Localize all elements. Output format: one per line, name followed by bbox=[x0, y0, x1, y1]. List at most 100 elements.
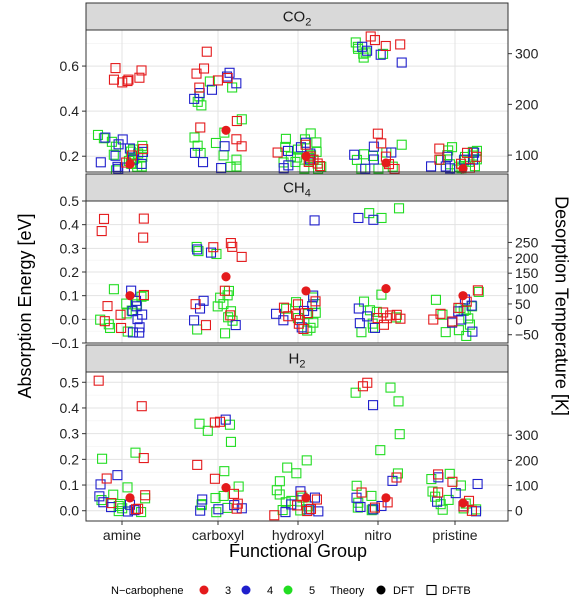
y-tick-label: 0.5 bbox=[60, 193, 80, 209]
strip-background bbox=[85, 2, 509, 31]
y-axis-right-title: Desorption Temperature [K] bbox=[551, 196, 571, 416]
dftb-point bbox=[112, 470, 123, 481]
right-tick-label: 150 bbox=[515, 265, 539, 281]
dftb-point bbox=[391, 472, 402, 483]
y-tick-label: 0.0 bbox=[60, 503, 80, 519]
dftb-point bbox=[122, 75, 133, 87]
dftb-point bbox=[292, 299, 304, 310]
dftb-point bbox=[362, 45, 373, 56]
dftb-point bbox=[192, 244, 203, 255]
dft-point bbox=[458, 291, 468, 301]
dftb-point bbox=[127, 306, 138, 317]
dftb-point bbox=[113, 500, 124, 512]
dftb-point bbox=[395, 313, 406, 324]
dftb-point bbox=[138, 453, 149, 464]
dftb-point bbox=[201, 46, 212, 57]
dftb-point bbox=[290, 156, 301, 168]
y-tick-label: 0.2 bbox=[60, 148, 80, 164]
dftb-point bbox=[366, 505, 377, 516]
dftb-point bbox=[385, 382, 396, 393]
strip-label: H2 bbox=[289, 351, 306, 371]
dft-point bbox=[125, 291, 135, 301]
dftb-point bbox=[104, 322, 116, 334]
legend-dft-swatch bbox=[376, 585, 386, 595]
dftb-point bbox=[208, 242, 219, 253]
dftb-point bbox=[369, 502, 380, 513]
dftb-point bbox=[219, 285, 230, 296]
dftb-point bbox=[393, 396, 404, 407]
dftb-point bbox=[231, 154, 242, 165]
dftb-point bbox=[195, 505, 206, 516]
dftb-point bbox=[98, 133, 109, 144]
dftb-point bbox=[231, 78, 242, 89]
dftb-point bbox=[225, 310, 236, 321]
dftb-point bbox=[205, 247, 217, 258]
dftb-point bbox=[308, 317, 319, 328]
dft-point bbox=[221, 483, 231, 493]
dftb-point bbox=[117, 77, 128, 88]
dftb-point bbox=[396, 57, 407, 68]
dftb-point bbox=[368, 400, 379, 411]
dftb-point bbox=[116, 322, 127, 334]
dftb-point bbox=[357, 381, 368, 392]
right-tick-label: 200 bbox=[515, 250, 539, 266]
y-tick-label: 0.2 bbox=[60, 264, 80, 280]
dftb-point bbox=[473, 286, 484, 297]
dftb-point bbox=[310, 296, 321, 307]
dftb-point bbox=[298, 323, 309, 335]
dftb-point bbox=[302, 506, 313, 517]
dftb-point bbox=[202, 425, 213, 436]
x-tick-label: carboxyl bbox=[192, 527, 244, 543]
dftb-point bbox=[368, 141, 379, 152]
dftb-point bbox=[378, 319, 389, 330]
dftb-point bbox=[376, 500, 387, 512]
dftb-point bbox=[138, 289, 149, 301]
dftb-point bbox=[300, 139, 311, 150]
dftb-point bbox=[216, 162, 227, 174]
dftb-point bbox=[375, 49, 386, 60]
dftb-point bbox=[302, 307, 313, 319]
dftb-point bbox=[269, 510, 280, 521]
dftb-point bbox=[376, 138, 387, 149]
dftb-point bbox=[447, 476, 458, 487]
dftb-point bbox=[136, 158, 147, 169]
dftb-point bbox=[435, 499, 446, 510]
dftb-point bbox=[211, 507, 222, 518]
dftb-point bbox=[192, 459, 203, 470]
dftb-point bbox=[376, 212, 387, 224]
panel-1: CO2 0.2 0.4 0.6 100 200 300 bbox=[60, 2, 539, 176]
dftb-point bbox=[194, 418, 205, 429]
dftb-point bbox=[206, 84, 217, 95]
dftb-point bbox=[381, 313, 392, 324]
dftb-point bbox=[472, 285, 483, 296]
facet-panels: CO2 0.2 0.4 0.6 100 200 300 CH4 −0.1 0.0 0.1 0.2 0.3… bbox=[51, 2, 539, 543]
dftb-point bbox=[219, 141, 230, 152]
dftb-point bbox=[220, 414, 231, 425]
dftb-point bbox=[360, 47, 371, 58]
dftb-point bbox=[277, 505, 288, 516]
dftb-point bbox=[280, 507, 291, 518]
dftb-point bbox=[362, 311, 373, 322]
dftb-point bbox=[198, 295, 209, 306]
dftb-point bbox=[360, 163, 371, 174]
dftb-point bbox=[355, 501, 366, 513]
legend-dft-label: DFT bbox=[393, 585, 415, 597]
dftb-point bbox=[101, 473, 112, 484]
dftb-point bbox=[272, 147, 283, 158]
dftb-point bbox=[231, 134, 242, 145]
dftb-point bbox=[380, 40, 391, 52]
dftb-point bbox=[376, 289, 387, 300]
dftb-point bbox=[230, 320, 241, 331]
dftb-point bbox=[391, 309, 402, 320]
dftb-point bbox=[96, 226, 107, 237]
dftb-point bbox=[224, 67, 235, 78]
dftb-point bbox=[110, 150, 121, 161]
dftb-point bbox=[130, 504, 142, 515]
right-tick-label: 0 bbox=[515, 503, 523, 519]
y-tick-label: 0.5 bbox=[60, 374, 80, 390]
dftb-point bbox=[209, 473, 220, 484]
dftb-point bbox=[278, 163, 289, 174]
dftb-point bbox=[98, 213, 110, 224]
dftb-point bbox=[117, 134, 128, 145]
dftb-point bbox=[122, 506, 134, 517]
